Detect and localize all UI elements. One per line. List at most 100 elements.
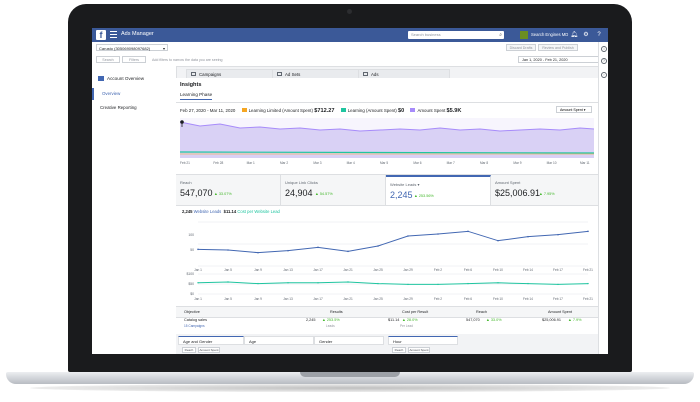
learning-legend: Feb 27, 2020 - Mar 11, 2020 Learning Lim…: [180, 108, 461, 114]
metric-card-website-leads[interactable]: Website Leads ▾ 2,245 ▲ 253.56%: [386, 175, 491, 205]
help-icon[interactable]: ?: [597, 32, 601, 38]
discard-drafts-button[interactable]: Discard Drafts: [506, 44, 536, 51]
metric-label: Reach: [180, 180, 192, 185]
search-icon: ⌕: [499, 32, 502, 38]
col-objective: Objective: [184, 310, 200, 314]
metric-change: ▲ 253.56%: [414, 194, 434, 198]
insights-title: Insights: [180, 82, 202, 88]
x-tick-label: Feb 2: [434, 297, 442, 301]
legend-series-leads: Website Leads: [193, 209, 222, 214]
legend-value: $5.9K: [446, 108, 462, 114]
data-point-cost-per-lead: [497, 282, 499, 284]
x-tick-label: Feb 14: [523, 268, 533, 272]
legend-label: Amount Spent: [417, 108, 446, 113]
amount-spent-area: [180, 122, 594, 158]
axis-tick-label: Mar 6: [413, 161, 422, 165]
tab-ads[interactable]: Ads: [358, 69, 450, 78]
metric-value: $25,006.91: [495, 188, 541, 198]
axis-tick-label: Mar 2: [280, 161, 289, 165]
tab-ad-sets[interactable]: Ad Sets: [272, 69, 364, 78]
data-point-website-leads: [257, 251, 259, 254]
axis-tick-label: Mar 8: [480, 161, 489, 165]
pin-icon: [180, 120, 184, 127]
data-point-website-leads: [467, 230, 469, 233]
series-line-cost-per-lead: [197, 281, 589, 285]
x-tick-label: Jan 25: [373, 297, 383, 301]
tab-hour[interactable]: Hour: [388, 336, 458, 345]
divider: [176, 102, 598, 103]
filters-button[interactable]: Filters: [122, 56, 146, 63]
row-objective-link[interactable]: 15 Campaigns: [184, 324, 205, 328]
tab-campaigns[interactable]: Campaigns: [186, 69, 278, 78]
sidebar-title-label: Account Overview: [107, 76, 145, 81]
sidebar-item-overview[interactable]: Overview: [92, 88, 176, 100]
x-tick-label: Jan 5: [224, 297, 232, 301]
legend-swatch-amount-spent: [410, 108, 416, 112]
tab-age[interactable]: Age: [244, 336, 314, 345]
row-spent: $25,006.91: [542, 318, 562, 322]
sidebar: Account Overview Overview Creative Repor…: [92, 66, 177, 354]
metric-card-reach[interactable]: Reach 547,070 ▲ 33.07%: [176, 175, 281, 205]
reach-button[interactable]: Reach: [392, 347, 406, 353]
data-point-website-leads: [587, 230, 589, 233]
row-reach-change: ▲ 33.0%: [486, 318, 502, 322]
metric-card-link-clicks[interactable]: Unique Link Clicks 24,904 ▲ 54.57%: [281, 175, 386, 205]
metric-card-amount-spent[interactable]: Amount Spent $25,006.91 ▲ 7.95%: [491, 175, 598, 205]
data-point-cost-per-lead: [407, 283, 409, 286]
amount-spent-button[interactable]: Amount Spent: [198, 347, 220, 353]
legend-series-cost: Cost per Website Lead: [237, 209, 280, 214]
date-label: Feb 27, 2020 - Mar 11, 2020: [180, 108, 236, 113]
tab-ads-label: Ads: [371, 72, 379, 77]
tab-gender[interactable]: Gender: [314, 336, 384, 345]
row-reach: 547,070: [466, 318, 480, 322]
x-tick-label: Jan 5: [224, 268, 232, 272]
info-icon[interactable]: i: [601, 46, 607, 52]
amount-spent-button[interactable]: Amount Spent: [408, 347, 430, 353]
x-tick-label: Jan 9: [254, 268, 262, 272]
notifications-icon[interactable]: 🔔︎: [570, 32, 578, 38]
user-name[interactable]: Search Engines MD: [531, 32, 569, 37]
table-row[interactable]: Catalog sales 15 Campaigns 2,245 ▲ 253.5…: [176, 316, 598, 334]
tab-age-gender[interactable]: Age and Gender: [178, 336, 244, 345]
metric-cards: Reach 547,070 ▲ 33.07% Unique Link Click…: [176, 174, 598, 206]
help-circle-icon[interactable]: ?: [601, 58, 607, 64]
app-title: Ads Manager: [121, 31, 154, 37]
avatar[interactable]: [520, 31, 528, 39]
data-point-website-leads: [377, 245, 379, 247]
x-tick-label: Feb 21: [583, 268, 593, 272]
data-point-website-leads: [407, 235, 409, 237]
x-tick-label: Feb 17: [553, 268, 563, 272]
filter-bar: Search Filters Add filters to narrow the…: [92, 54, 608, 67]
ads-icon: [363, 72, 368, 76]
x-tick-label: Jan 13: [283, 268, 293, 272]
sidebar-item-creative-reporting[interactable]: Creative Reporting: [100, 105, 137, 110]
view-tabs: Campaigns Ad Sets Ads: [176, 66, 608, 78]
screen: f Ads Manager Search business ⌕ Search En…: [92, 28, 608, 354]
review-publish-button[interactable]: Review and Publish: [538, 44, 578, 51]
learning-phase-chart: [180, 118, 594, 158]
data-point-website-leads: [227, 249, 229, 251]
metric-label: Website Leads ▾: [390, 182, 420, 187]
reach-button[interactable]: Reach: [182, 347, 196, 353]
legend-label: Learning (Amount Spent): [347, 108, 397, 113]
amount-spent-line: [180, 121, 594, 132]
col-reach: Reach: [476, 310, 487, 314]
date-range-picker[interactable]: Jan 1, 2020 - Feb 21, 2020: [518, 56, 600, 63]
filter-hint[interactable]: Add filters to narrow the data you are s…: [152, 58, 223, 62]
more-icon[interactable]: ›: [601, 72, 607, 78]
metric-dropdown[interactable]: Amount Spent ▾: [556, 106, 592, 113]
x-tick-label: Jan 9: [254, 297, 262, 301]
tab-learning-phase[interactable]: Learning Phase: [180, 92, 213, 100]
search-input[interactable]: Search business ⌕: [408, 31, 504, 39]
search-filter-button[interactable]: Search: [96, 56, 120, 63]
hamburger-menu-icon[interactable]: [110, 31, 117, 39]
account-selector[interactable]: Carusto (305069098097682) ▾: [96, 44, 168, 51]
settings-gear-icon[interactable]: ⚙: [583, 32, 589, 38]
account-selector-label: Carusto (305069098097682): [99, 46, 151, 51]
axis-tick-label: Mar 9: [513, 161, 522, 165]
axis-tick-label: Feb 21: [180, 161, 190, 165]
facebook-logo-icon[interactable]: f: [96, 30, 106, 40]
data-point-website-leads: [197, 248, 199, 251]
metric-label-text: Website Leads: [390, 182, 417, 187]
